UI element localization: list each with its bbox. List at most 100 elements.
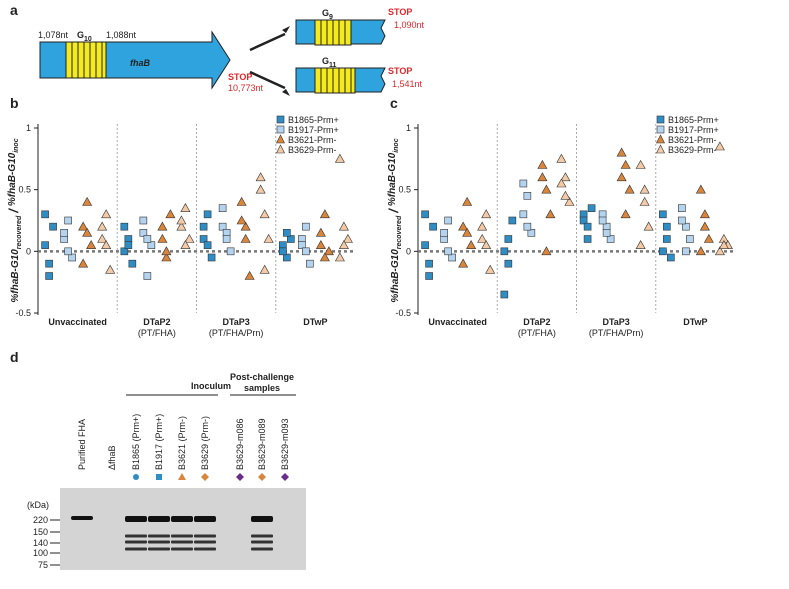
point bbox=[466, 240, 477, 249]
point bbox=[124, 241, 133, 249]
point bbox=[283, 229, 291, 237]
point bbox=[306, 259, 314, 268]
x-tick-label: DTaP3 bbox=[602, 317, 629, 327]
y-label-part: inoc bbox=[393, 138, 400, 152]
legend-marker bbox=[276, 134, 285, 144]
x-tick-label: Unvaccinated bbox=[48, 317, 107, 327]
gene-name: fhaB bbox=[130, 58, 151, 68]
lane-icon bbox=[178, 473, 186, 480]
point bbox=[176, 215, 187, 225]
y-label-part: %fhaB-G10 bbox=[387, 152, 398, 206]
label: G9 bbox=[322, 8, 333, 21]
point bbox=[97, 233, 108, 243]
band bbox=[171, 547, 193, 551]
point bbox=[226, 247, 235, 256]
point bbox=[86, 240, 97, 249]
point bbox=[537, 159, 548, 169]
point bbox=[236, 196, 247, 206]
point bbox=[319, 209, 330, 219]
point bbox=[259, 209, 270, 219]
lane-label: B1917 (Prm+) bbox=[154, 414, 164, 470]
arrows bbox=[249, 32, 286, 90]
legend-marker bbox=[276, 115, 285, 124]
point bbox=[639, 184, 650, 194]
point bbox=[82, 227, 93, 237]
point bbox=[620, 209, 631, 219]
y-label-part: %fhaB-G10 bbox=[7, 152, 18, 206]
band bbox=[148, 534, 170, 538]
marker-label: 220 bbox=[33, 515, 48, 525]
legend-marker bbox=[276, 125, 285, 134]
y-tick-label: 0 bbox=[26, 246, 31, 256]
legend-label: B1917-Prm+ bbox=[288, 125, 339, 135]
x-tick-label: DTaP3 bbox=[222, 317, 249, 327]
point bbox=[556, 178, 567, 188]
point bbox=[545, 209, 556, 219]
point bbox=[279, 247, 287, 256]
x-tick-label: DTaP2 bbox=[143, 317, 170, 327]
legend-label: B3629-Prm- bbox=[668, 145, 717, 155]
point bbox=[255, 172, 266, 182]
point bbox=[560, 190, 571, 200]
point bbox=[263, 233, 274, 243]
x-tick-label: DTwP bbox=[683, 317, 707, 327]
label: G10 bbox=[77, 30, 92, 43]
panel-d: d (kDa) Inoculum Post-challenge samples bbox=[10, 349, 306, 570]
point bbox=[663, 235, 671, 243]
point bbox=[236, 215, 247, 225]
point bbox=[462, 196, 473, 206]
y-label-part: / bbox=[386, 208, 401, 214]
x-tick-label: DTwP bbox=[303, 317, 327, 327]
point bbox=[421, 210, 429, 219]
panel-a: a 1,078nt G10 1,088nt fhaB STOP 10,773nt… bbox=[10, 2, 425, 96]
band bbox=[171, 516, 193, 522]
y-tick-label: 1 bbox=[406, 123, 411, 133]
point bbox=[541, 246, 552, 256]
point bbox=[560, 172, 571, 182]
point bbox=[199, 235, 208, 243]
point bbox=[425, 259, 433, 268]
point bbox=[302, 222, 310, 231]
lane-label: B3621 (Prm-) bbox=[177, 416, 187, 470]
point bbox=[78, 221, 89, 231]
unit: (kDa) bbox=[27, 500, 49, 510]
point bbox=[259, 264, 270, 274]
point bbox=[425, 272, 433, 280]
point bbox=[68, 253, 76, 262]
point bbox=[519, 179, 528, 188]
band bbox=[71, 516, 93, 520]
point bbox=[500, 290, 509, 299]
point bbox=[302, 247, 310, 256]
panel-letter: c bbox=[390, 95, 398, 111]
point bbox=[616, 172, 627, 182]
band bbox=[194, 516, 216, 522]
point bbox=[556, 153, 567, 163]
point bbox=[504, 259, 513, 268]
band bbox=[148, 540, 170, 544]
point bbox=[218, 222, 227, 231]
point bbox=[180, 240, 191, 249]
point bbox=[161, 252, 172, 262]
point bbox=[287, 235, 295, 243]
point bbox=[616, 147, 627, 157]
y-tick-label: -0.5 bbox=[15, 308, 31, 318]
point bbox=[682, 222, 690, 231]
band bbox=[251, 534, 273, 538]
point bbox=[678, 216, 686, 225]
point bbox=[207, 253, 216, 262]
legend-label: B3629-Prm- bbox=[288, 145, 337, 155]
label: 1,078nt bbox=[38, 30, 69, 40]
point bbox=[41, 241, 49, 249]
point bbox=[429, 222, 437, 231]
point bbox=[161, 246, 172, 256]
lane-label: B3629-m089 bbox=[257, 418, 267, 470]
point bbox=[481, 240, 492, 249]
marker-label: 100 bbox=[33, 548, 48, 558]
point bbox=[477, 221, 488, 231]
point bbox=[579, 216, 588, 225]
lane-icon bbox=[258, 473, 266, 481]
panel-letter: a bbox=[10, 2, 18, 18]
lane-icon bbox=[156, 474, 162, 480]
band bbox=[148, 547, 170, 551]
stripes bbox=[71, 42, 103, 78]
